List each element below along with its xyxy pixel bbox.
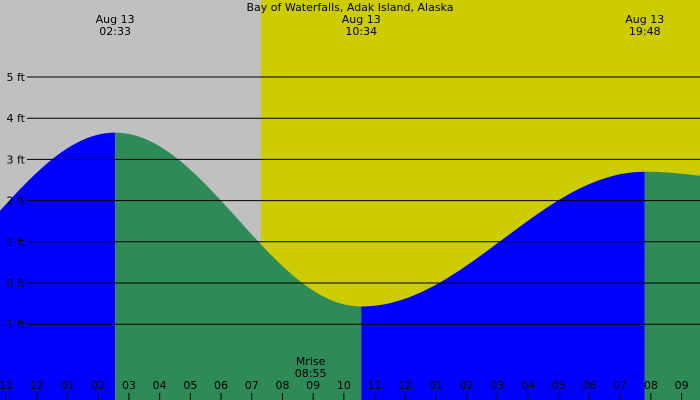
- label-layer: Bay of Waterfalls, Adak Island, Alaska 5…: [0, 1, 689, 392]
- hour-tick-label: 11: [0, 379, 13, 392]
- tide-extreme-time: 10:34: [345, 25, 377, 38]
- hour-tick-label: 08: [644, 379, 658, 392]
- falling-tide-segment-1: [115, 132, 362, 400]
- hour-tick-label: 09: [675, 379, 689, 392]
- y-tick-label: 1 ft: [7, 236, 26, 249]
- hour-tick-label: 12: [30, 379, 44, 392]
- hour-tick-label: 03: [122, 379, 136, 392]
- moonrise-label: Mrise: [296, 355, 326, 368]
- rising-tide-segment-2: [361, 171, 645, 400]
- hour-tick-label: 10: [337, 379, 351, 392]
- hour-tick-label: 07: [245, 379, 259, 392]
- hour-tick-label: 03: [490, 379, 504, 392]
- tide-extreme-date: Aug 13: [625, 13, 664, 26]
- y-tick-label: -1 ft: [3, 318, 26, 331]
- hour-tick-label: 09: [306, 379, 320, 392]
- y-tick-label: 4 ft: [7, 112, 26, 125]
- tide-extreme-time: 02:33: [99, 25, 131, 38]
- hour-tick-label: 02: [91, 379, 105, 392]
- y-tick-label: 0 ft: [7, 277, 26, 290]
- rising-tide-segment-0: [0, 132, 116, 400]
- hour-tick-label: 05: [183, 379, 197, 392]
- moonrise-time: 08:55: [295, 367, 327, 380]
- hour-tick-label: 05: [552, 379, 566, 392]
- grid-layer: [5, 76, 700, 400]
- hour-tick-label: 07: [613, 379, 627, 392]
- hour-tick-label: 06: [582, 379, 596, 392]
- tide-area-layer: [0, 132, 700, 400]
- tide-extreme-time: 19:48: [629, 25, 661, 38]
- hour-tick-label: 04: [153, 379, 167, 392]
- hour-tick-label: 01: [61, 379, 75, 392]
- y-tick-label: 2 ft: [7, 195, 26, 208]
- hour-tick-label: 12: [398, 379, 412, 392]
- hour-tick-label: 01: [429, 379, 443, 392]
- falling-tide-segment-3: [644, 171, 700, 400]
- tide-extreme-date: Aug 13: [96, 13, 135, 26]
- hour-tick-label: 08: [275, 379, 289, 392]
- y-tick-label: 5 ft: [7, 71, 26, 84]
- hour-tick-label: 02: [460, 379, 474, 392]
- chart-title: Bay of Waterfalls, Adak Island, Alaska: [247, 1, 454, 14]
- y-tick-label: 3 ft: [7, 153, 26, 166]
- hour-tick-label: 11: [368, 379, 382, 392]
- hour-tick-label: 06: [214, 379, 228, 392]
- tide-extreme-date: Aug 13: [342, 13, 381, 26]
- hour-tick-label: 04: [521, 379, 535, 392]
